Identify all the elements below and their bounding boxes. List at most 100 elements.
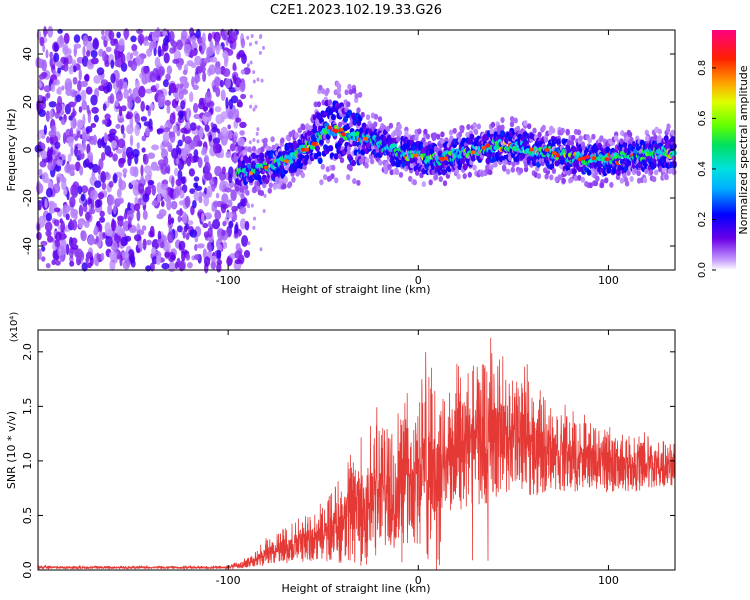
noise-blob: [69, 127, 74, 139]
noise-blob: [85, 86, 93, 95]
noise-blob: [127, 216, 132, 225]
noise-blob: [183, 43, 192, 54]
ridge-halo: [404, 130, 409, 137]
ridge-halo: [240, 193, 245, 200]
ridge-halo: [457, 131, 463, 138]
noise-blob: [247, 241, 251, 246]
noise-blob: [189, 229, 198, 238]
noise-blob: [178, 147, 182, 156]
noise-blob: [45, 49, 49, 59]
noise-blob: [177, 63, 182, 71]
noise-blob: [90, 123, 97, 128]
noise-blob: [210, 122, 214, 128]
noise-blob: [177, 215, 182, 223]
noise-blob: [110, 73, 116, 84]
noise-blob: [162, 131, 170, 143]
noise-blob: [128, 226, 137, 234]
ridge-halo: [588, 182, 593, 189]
noise-blob: [107, 194, 115, 206]
noise-blob: [166, 104, 171, 114]
noise-blob: [108, 132, 116, 139]
ridge-halo: [330, 173, 335, 180]
ridge-band: [328, 145, 334, 152]
noise-blob: [176, 209, 184, 216]
noise-blob: [162, 79, 169, 88]
ridge-halo: [578, 135, 583, 142]
noise-blob: [136, 209, 141, 222]
noise-blob: [53, 79, 61, 86]
noise-blob: [47, 231, 51, 242]
noise-blob: [129, 166, 137, 177]
noise-blob: [216, 262, 222, 273]
noise-blob: [263, 193, 267, 198]
noise-blob: [39, 160, 47, 168]
spectrogram-ridge: [235, 80, 677, 200]
noise-blob: [63, 188, 68, 196]
ridge-halo: [348, 165, 353, 172]
noise-blob: [166, 164, 171, 175]
ridge-halo: [243, 184, 249, 191]
ridge-halo: [235, 185, 240, 192]
noise-blob: [255, 131, 259, 136]
noise-blob: [180, 76, 186, 85]
noise-blob: [69, 246, 74, 259]
noise-blob: [249, 60, 253, 65]
noise-blob: [233, 135, 237, 141]
ridge-halo: [320, 88, 326, 95]
noise-blob: [215, 86, 221, 98]
noise-blob: [176, 225, 183, 233]
noise-blob: [115, 123, 121, 129]
ridge-halo: [365, 114, 371, 121]
ridge-hotspot: [481, 145, 487, 150]
noise-blob: [193, 176, 200, 182]
noise-blob: [140, 116, 148, 122]
noise-blob: [142, 153, 149, 165]
ridge-halo: [337, 121, 343, 128]
noise-blob: [81, 100, 88, 111]
noise-blob: [213, 141, 219, 154]
y-tick-label: 20: [21, 95, 34, 109]
noise-blob: [142, 238, 147, 251]
ridge-halo: [369, 158, 375, 165]
noise-blob: [112, 153, 118, 162]
noise-blob: [54, 207, 61, 213]
noise-blob: [187, 220, 194, 226]
ridge-halo: [267, 187, 272, 194]
ridge-halo: [334, 177, 339, 184]
ridge-band: [307, 129, 312, 136]
noise-blob: [235, 117, 242, 123]
noise-blob: [115, 225, 122, 235]
noise-blob: [191, 76, 195, 88]
noise-blob: [96, 220, 101, 228]
y-tick-label: 2.0: [21, 343, 34, 361]
noise-blob: [203, 195, 210, 207]
ridge-band: [319, 138, 324, 146]
ridge-halo: [356, 179, 361, 186]
noise-blob: [202, 71, 207, 82]
noise-blob: [72, 117, 77, 129]
ridge-band: [333, 153, 339, 160]
noise-blob: [181, 88, 189, 95]
colorbar-tick-label: 0.8: [697, 60, 708, 76]
noise-blob: [108, 30, 115, 41]
ridge-halo: [577, 174, 582, 181]
noise-blob: [237, 99, 243, 107]
noise-blob: [109, 250, 117, 261]
noise-blob: [207, 227, 213, 238]
noise-blob: [94, 180, 102, 189]
noise-blob: [57, 67, 62, 74]
noise-blob: [74, 213, 78, 220]
ridge-halo: [489, 164, 494, 171]
ridge-hotspot: [581, 156, 587, 161]
ridge-halo: [373, 121, 378, 128]
noise-blob: [262, 209, 266, 213]
noise-blob: [43, 85, 51, 93]
noise-blob: [80, 230, 86, 240]
noise-blob: [212, 44, 216, 54]
colorbar-tick-label: 0.6: [697, 110, 708, 126]
snr-line: [37, 337, 676, 571]
noise-blob: [91, 57, 99, 65]
ridge-hotspot: [284, 159, 289, 164]
noise-blob: [232, 62, 237, 71]
noise-blob: [227, 110, 234, 118]
